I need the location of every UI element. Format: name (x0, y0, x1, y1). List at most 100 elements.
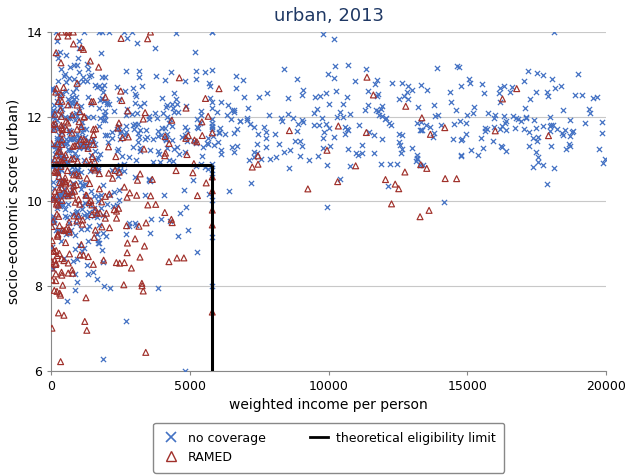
Point (164, 140, 174, 147)
Point (80, 318, 90, 325)
Point (329, 35, 339, 43)
Point (77, 140, 87, 148)
Point (57, 136, 67, 143)
Point (181, 104, 191, 112)
Point (92, 230, 102, 238)
Point (94, 170, 104, 178)
Point (63, 145, 73, 152)
Point (394, 95, 404, 103)
Point (538, 72, 548, 79)
Point (61, 51, 72, 58)
Point (207, 221, 217, 229)
Point (89, 192, 99, 200)
Point (83, 141, 93, 149)
Point (542, 92, 553, 100)
Point (87, 98, 97, 105)
Point (531, 125, 541, 133)
Point (88, 135, 98, 143)
Point (180, 77, 190, 85)
Point (75, 225, 85, 233)
Point (134, 129, 144, 137)
Point (71, 219, 81, 227)
Point (68, 142, 78, 150)
Point (207, 206, 217, 214)
Point (56, 177, 66, 185)
Point (72, 171, 82, 178)
Point (211, 108, 222, 115)
Point (424, 207, 434, 214)
Point (165, 217, 175, 225)
Point (70, 245, 80, 252)
Point (164, 119, 174, 127)
Point (80, 199, 90, 207)
Point (75, 108, 85, 115)
Point (449, 120, 460, 128)
Point (147, 176, 158, 183)
Point (394, 139, 404, 146)
Point (428, 133, 438, 141)
Point (516, 117, 526, 125)
Point (538, 123, 548, 130)
Point (138, 115, 148, 123)
Point (56, 227, 66, 235)
Point (180, 367, 191, 374)
Point (47, 194, 58, 201)
Point (46, 163, 56, 171)
Point (329, 133, 339, 141)
Point (53, 161, 63, 169)
Point (312, 105, 322, 113)
Point (102, 200, 112, 208)
Point (322, 120, 332, 127)
Point (56, 128, 66, 135)
Point (56, 65, 66, 72)
Point (579, 120, 589, 127)
Point (421, 121, 431, 128)
Point (49, 195, 60, 203)
Point (68, 182, 78, 190)
Point (66, 127, 76, 134)
Point (170, 90, 180, 97)
Point (207, 115, 217, 123)
Point (82, 144, 92, 152)
Point (48, 265, 58, 273)
Point (124, 223, 134, 230)
Point (86, 197, 96, 204)
Point (261, 134, 271, 142)
Point (570, 91, 580, 99)
Point (72, 255, 82, 262)
Point (74, 172, 84, 180)
Point (53, 33, 63, 40)
Point (72, 161, 82, 169)
Point (54, 191, 65, 199)
Point (103, 138, 113, 146)
Point (52, 192, 62, 200)
Point (78, 73, 89, 81)
Point (47, 324, 57, 332)
Point (160, 133, 170, 140)
Point (101, 74, 111, 81)
Point (71, 93, 81, 100)
Point (62, 297, 72, 305)
Point (60, 212, 70, 220)
Point (189, 160, 199, 167)
Point (86, 160, 96, 167)
Point (139, 99, 149, 107)
Point (109, 206, 119, 213)
Point (446, 98, 456, 106)
Point (338, 100, 348, 108)
Point (51, 277, 61, 285)
Point (100, 192, 110, 200)
Point (146, 28, 156, 36)
Point (561, 145, 571, 152)
Point (82, 113, 92, 121)
Point (544, 132, 554, 140)
Point (130, 235, 140, 243)
Point (70, 116, 80, 124)
Point (61, 78, 71, 86)
Point (229, 148, 239, 156)
Point (256, 156, 266, 163)
Point (279, 66, 289, 73)
Point (222, 111, 232, 118)
Point (53, 98, 63, 105)
Point (173, 150, 184, 158)
